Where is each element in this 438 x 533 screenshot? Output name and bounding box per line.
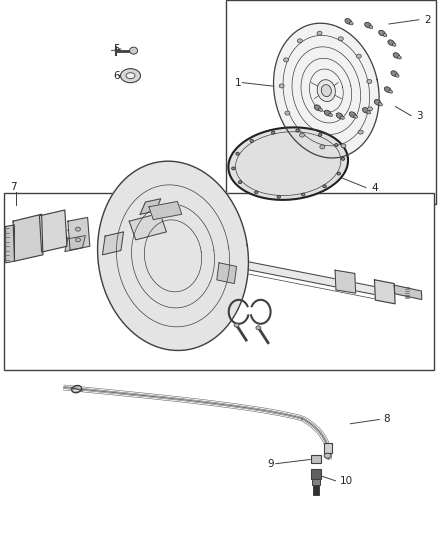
Ellipse shape [232, 167, 235, 170]
Ellipse shape [318, 133, 322, 136]
Text: 6: 6 [113, 71, 120, 81]
Polygon shape [6, 225, 14, 263]
Ellipse shape [300, 133, 304, 137]
Polygon shape [129, 213, 166, 240]
Ellipse shape [385, 87, 391, 92]
Ellipse shape [350, 112, 356, 117]
Polygon shape [273, 23, 379, 158]
Ellipse shape [234, 323, 239, 327]
Ellipse shape [365, 22, 371, 28]
Ellipse shape [396, 74, 399, 77]
Ellipse shape [341, 144, 346, 148]
Ellipse shape [357, 54, 361, 58]
Text: 1: 1 [234, 78, 241, 87]
Ellipse shape [338, 37, 343, 41]
Ellipse shape [320, 145, 325, 149]
Polygon shape [18, 228, 77, 248]
Ellipse shape [367, 107, 373, 111]
Polygon shape [374, 280, 395, 304]
Bar [4, 193, 434, 370]
Text: 4: 4 [371, 183, 378, 192]
Polygon shape [102, 232, 124, 255]
Ellipse shape [238, 181, 242, 184]
Text: 3: 3 [416, 111, 423, 120]
Ellipse shape [392, 43, 396, 46]
Ellipse shape [296, 129, 299, 132]
Ellipse shape [279, 84, 284, 88]
Ellipse shape [367, 79, 372, 84]
Text: 9: 9 [267, 459, 274, 469]
Text: 5: 5 [113, 44, 120, 54]
Ellipse shape [254, 191, 258, 194]
Ellipse shape [324, 453, 331, 458]
Polygon shape [217, 263, 237, 284]
Ellipse shape [314, 105, 321, 110]
Ellipse shape [120, 69, 141, 83]
Text: 2: 2 [424, 15, 431, 25]
Bar [324, 443, 332, 453]
Ellipse shape [336, 113, 343, 118]
Ellipse shape [75, 227, 81, 231]
Ellipse shape [350, 22, 353, 25]
Ellipse shape [317, 31, 322, 35]
Ellipse shape [321, 85, 332, 96]
Ellipse shape [283, 58, 289, 62]
Bar [311, 455, 321, 464]
Ellipse shape [383, 34, 387, 37]
Text: 7: 7 [10, 182, 16, 191]
Ellipse shape [345, 19, 351, 24]
Ellipse shape [250, 140, 254, 142]
Ellipse shape [374, 100, 381, 105]
Ellipse shape [75, 238, 81, 242]
Ellipse shape [301, 193, 305, 196]
Ellipse shape [297, 39, 302, 43]
Ellipse shape [354, 115, 357, 118]
Ellipse shape [369, 26, 373, 29]
Ellipse shape [256, 326, 261, 330]
Ellipse shape [323, 185, 326, 188]
Polygon shape [394, 285, 422, 300]
Polygon shape [68, 217, 90, 250]
Ellipse shape [335, 143, 338, 147]
Ellipse shape [388, 40, 394, 45]
Text: 8: 8 [383, 415, 390, 424]
Polygon shape [140, 199, 161, 214]
Ellipse shape [272, 131, 275, 134]
Ellipse shape [341, 116, 344, 119]
Ellipse shape [319, 108, 322, 111]
Polygon shape [13, 214, 43, 261]
Ellipse shape [277, 195, 281, 198]
Bar [313, 486, 319, 495]
Ellipse shape [325, 110, 331, 116]
Polygon shape [245, 261, 381, 296]
Polygon shape [149, 201, 182, 220]
Ellipse shape [358, 130, 363, 134]
Bar [312, 479, 320, 486]
Ellipse shape [363, 108, 369, 113]
Ellipse shape [341, 157, 345, 160]
Bar [311, 470, 321, 479]
Ellipse shape [317, 80, 336, 101]
Polygon shape [65, 236, 85, 252]
Ellipse shape [367, 111, 371, 114]
Ellipse shape [398, 56, 401, 59]
Ellipse shape [337, 172, 341, 175]
Bar [226, 0, 436, 204]
Ellipse shape [236, 152, 239, 155]
Ellipse shape [126, 72, 135, 79]
Polygon shape [335, 270, 356, 293]
Polygon shape [98, 161, 248, 350]
Ellipse shape [391, 71, 397, 76]
Text: 10: 10 [339, 476, 353, 486]
Polygon shape [39, 210, 67, 252]
Ellipse shape [329, 114, 332, 117]
Ellipse shape [379, 103, 382, 106]
Polygon shape [228, 127, 348, 200]
Ellipse shape [379, 30, 385, 36]
Ellipse shape [130, 47, 138, 54]
Ellipse shape [393, 53, 399, 58]
Ellipse shape [389, 90, 392, 93]
Ellipse shape [285, 111, 290, 115]
